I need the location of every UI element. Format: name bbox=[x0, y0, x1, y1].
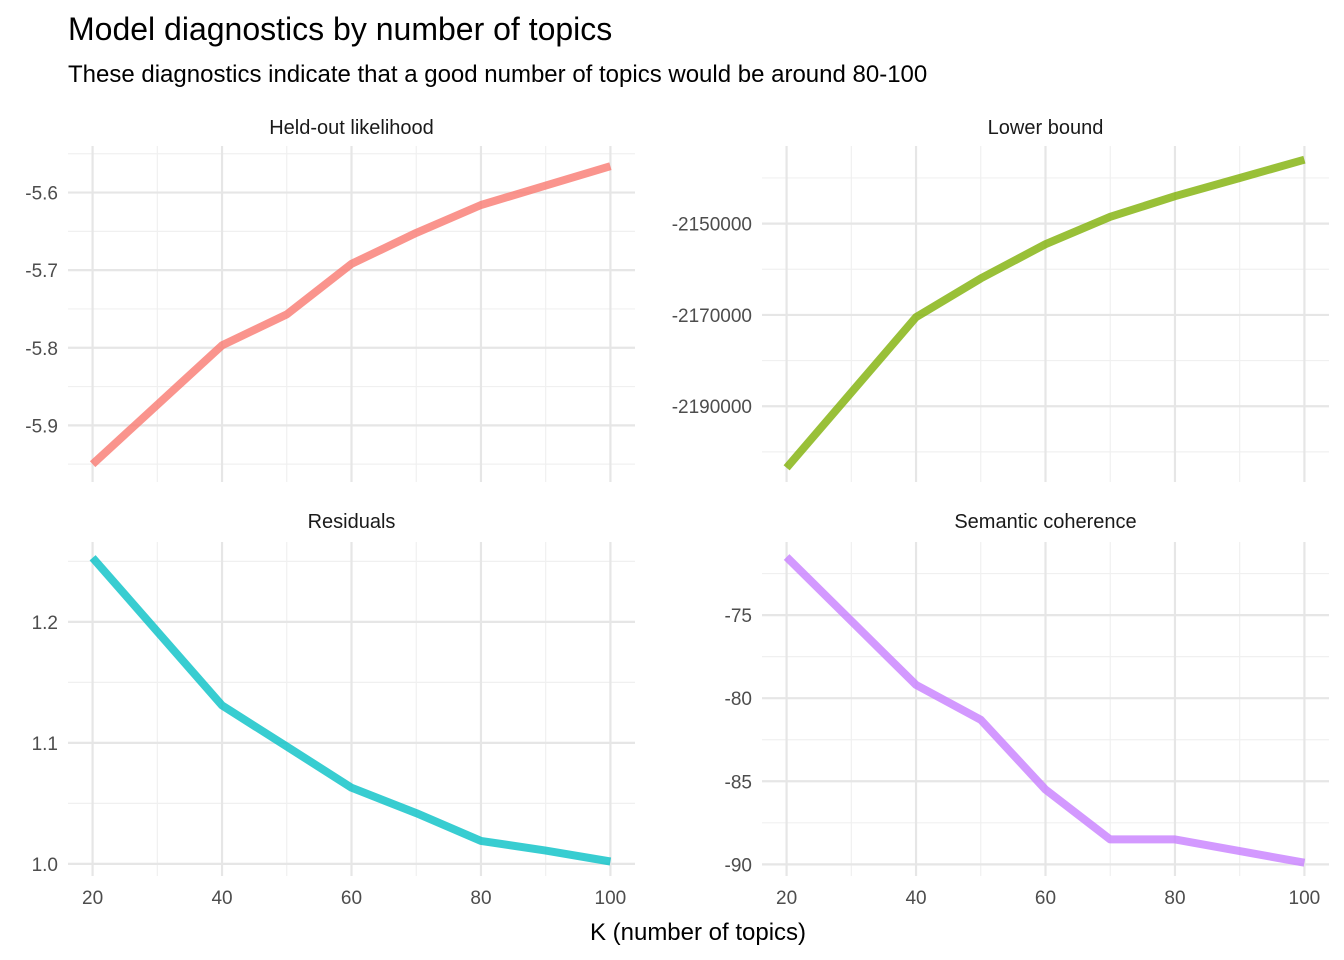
x-tick-label: 60 bbox=[341, 888, 362, 909]
y-tick-label: 1.0 bbox=[32, 855, 58, 876]
y-tick-label: 1.2 bbox=[32, 613, 58, 634]
y-tick-label: -5.6 bbox=[25, 184, 58, 205]
x-axis-label: K (number of topics) bbox=[590, 919, 806, 946]
facet-strip-label: Residuals bbox=[308, 511, 396, 533]
x-tick-label: 20 bbox=[776, 888, 797, 909]
y-tick-label: -90 bbox=[725, 855, 752, 876]
y-tick-label: -85 bbox=[725, 772, 752, 793]
y-tick-label: -2190000 bbox=[672, 397, 752, 418]
series-line bbox=[783, 155, 1306, 471]
y-tick-label: -5.8 bbox=[25, 339, 58, 360]
x-tick-label: 40 bbox=[905, 888, 926, 909]
facet-panel: Lower bound -2190000 -2170000 -2150000 bbox=[672, 117, 1329, 482]
y-tick-label: -2170000 bbox=[672, 306, 752, 327]
facet-panel: Held-out likelihood -5.9 -5.8 -5.7 -5.6 bbox=[25, 117, 635, 482]
y-tick-label: -80 bbox=[725, 689, 752, 710]
x-tick-label: 20 bbox=[82, 888, 103, 909]
series-line bbox=[89, 555, 612, 866]
facet-panel: Semantic coherence -90 -85 -80 -75 20 40 60 80 10… bbox=[725, 511, 1329, 909]
facet-strip-label: Held-out likelihood bbox=[269, 117, 434, 139]
y-tick-label: -75 bbox=[725, 606, 752, 627]
facet-panel: Residuals 1.0 1.1 1.2 20 40 60 80 100 bbox=[32, 511, 635, 909]
y-tick-label: -2150000 bbox=[672, 215, 752, 236]
y-tick-label: 1.1 bbox=[32, 734, 58, 755]
series-line bbox=[783, 554, 1306, 867]
x-tick-label: 80 bbox=[470, 888, 491, 909]
x-tick-label: 80 bbox=[1164, 888, 1185, 909]
series-line bbox=[89, 162, 612, 468]
facet-panels: Held-out likelihood -5.9 -5.8 -5.7 -5.6 Lower… bbox=[25, 117, 1329, 909]
x-tick-label: 60 bbox=[1035, 888, 1056, 909]
x-tick-label: 40 bbox=[211, 888, 232, 909]
y-tick-label: -5.9 bbox=[25, 416, 58, 437]
chart-title: Model diagnostics by number of topics bbox=[68, 11, 612, 47]
facet-strip-label: Lower bound bbox=[988, 117, 1104, 139]
y-tick-label: -5.7 bbox=[25, 261, 58, 282]
facet-strip-label: Semantic coherence bbox=[954, 511, 1136, 533]
x-tick-label: 100 bbox=[595, 888, 627, 909]
x-tick-label: 100 bbox=[1289, 888, 1321, 909]
chart-subtitle: These diagnostics indicate that a good n… bbox=[68, 61, 927, 88]
